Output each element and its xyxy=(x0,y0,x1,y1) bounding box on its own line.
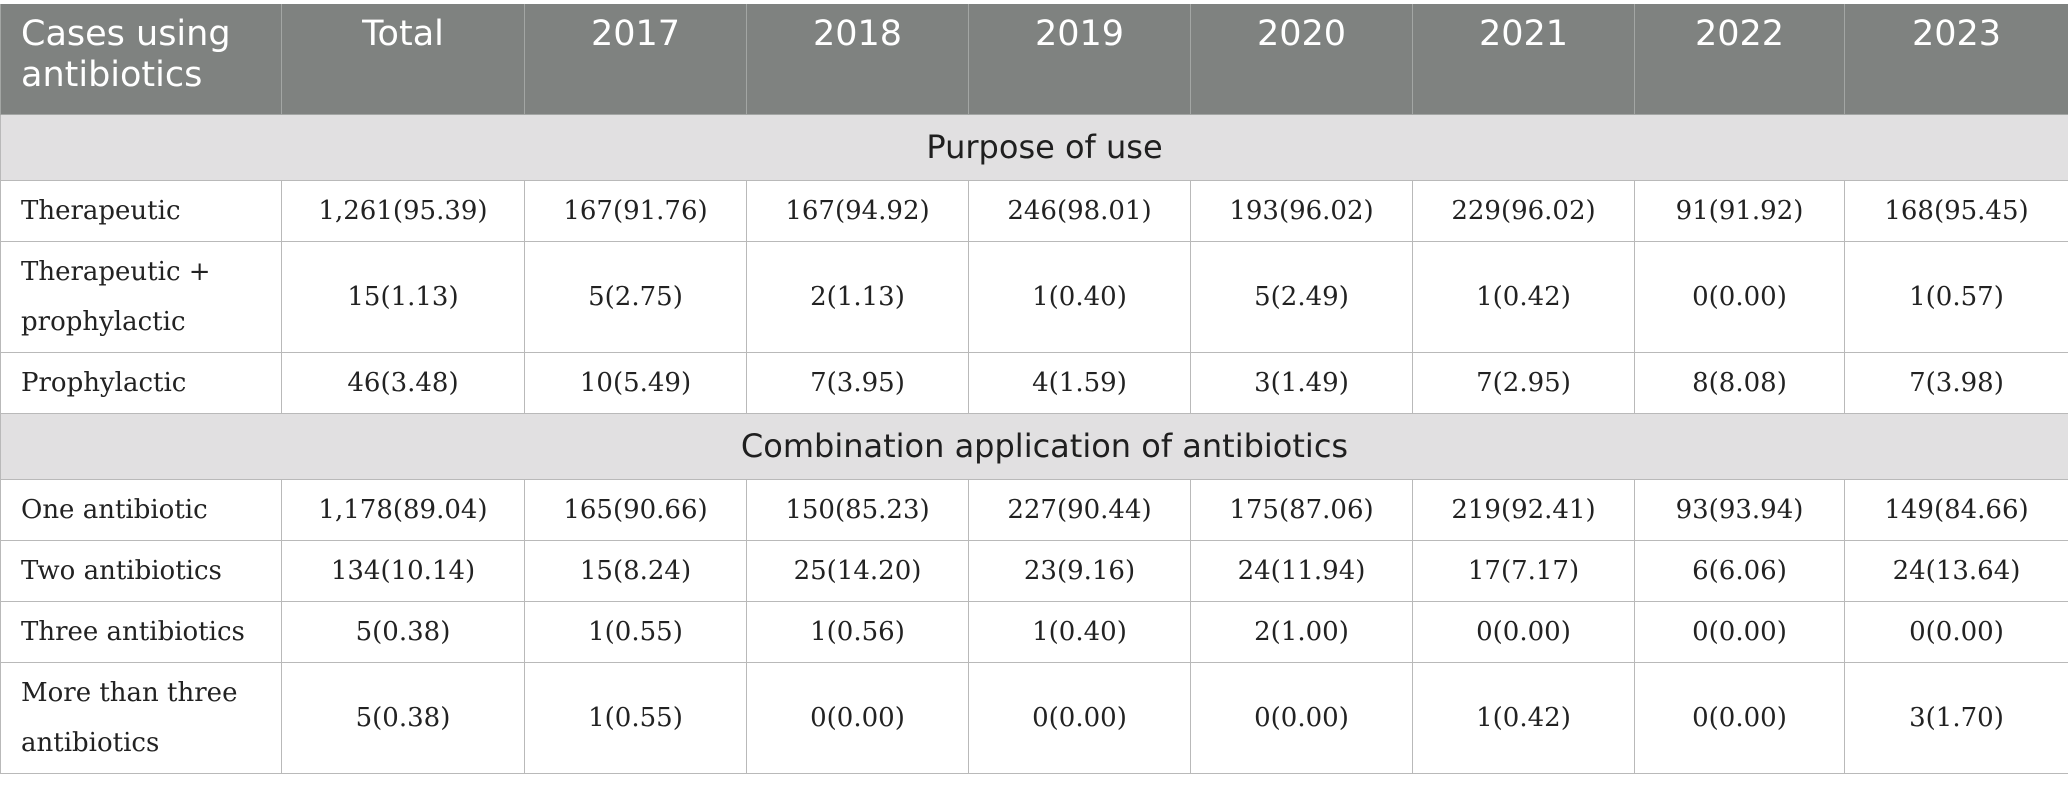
table-cell: 227(90.44) xyxy=(968,478,1191,541)
table-cell: 4(1.59) xyxy=(968,351,1191,414)
row-label: Therapeutic + prophylactic xyxy=(0,240,282,353)
table-cell: 219(92.41) xyxy=(1412,478,1635,541)
section-row: Purpose of use xyxy=(0,113,2068,181)
header-row: Cases using antibiotics Total 2017 2018 … xyxy=(0,4,2068,115)
table-cell: 1(0.42) xyxy=(1412,240,1635,353)
table-cell: 3(1.49) xyxy=(1190,351,1413,414)
table-cell: 46(3.48) xyxy=(281,351,525,414)
table-cell: 167(91.76) xyxy=(524,179,747,242)
antibiotic-usage-table: Cases using antibiotics Total 2017 2018 … xyxy=(0,4,2068,774)
table-cell: 0(0.00) xyxy=(746,661,969,774)
table-cell: 1(0.55) xyxy=(524,600,747,663)
column-header: 2017 xyxy=(524,4,747,115)
table-row: Three antibiotics 5(0.38) 1(0.55) 1(0.56… xyxy=(0,600,2068,663)
row-label: One antibiotic xyxy=(0,478,282,541)
column-header: Total xyxy=(281,4,525,115)
table-cell: 1(0.40) xyxy=(968,600,1191,663)
row-label: Therapeutic xyxy=(0,179,282,242)
table-cell: 7(3.98) xyxy=(1844,351,2068,414)
table-cell: 2(1.00) xyxy=(1190,600,1413,663)
column-header: Cases using antibiotics xyxy=(0,4,282,115)
table-cell: 1(0.55) xyxy=(524,661,747,774)
table-cell: 5(2.49) xyxy=(1190,240,1413,353)
table-row: Therapeutic 1,261(95.39) 167(91.76) 167(… xyxy=(0,179,2068,242)
table-row: Therapeutic + prophylactic 15(1.13) 5(2.… xyxy=(0,240,2068,353)
table-cell: 5(0.38) xyxy=(281,600,525,663)
column-header: 2019 xyxy=(968,4,1191,115)
table-cell: 24(11.94) xyxy=(1190,539,1413,602)
section-title: Combination application of antibiotics xyxy=(0,412,2068,480)
table-cell: 25(14.20) xyxy=(746,539,969,602)
table-cell: 6(6.06) xyxy=(1634,539,1845,602)
table-cell: 175(87.06) xyxy=(1190,478,1413,541)
table-cell: 2(1.13) xyxy=(746,240,969,353)
table-cell: 134(10.14) xyxy=(281,539,525,602)
row-label: Prophylactic xyxy=(0,351,282,414)
table-cell: 7(2.95) xyxy=(1412,351,1635,414)
table-row: One antibiotic 1,178(89.04) 165(90.66) 1… xyxy=(0,478,2068,541)
column-header: 2023 xyxy=(1844,4,2068,115)
table-cell: 7(3.95) xyxy=(746,351,969,414)
table-cell: 1(0.42) xyxy=(1412,661,1635,774)
column-header: 2018 xyxy=(746,4,969,115)
row-label: Three antibiotics xyxy=(0,600,282,663)
table-cell: 24(13.64) xyxy=(1844,539,2068,602)
table-cell: 150(85.23) xyxy=(746,478,969,541)
table-cell: 15(8.24) xyxy=(524,539,747,602)
table-cell: 168(95.45) xyxy=(1844,179,2068,242)
table-cell: 10(5.49) xyxy=(524,351,747,414)
table-cell: 246(98.01) xyxy=(968,179,1191,242)
column-header: 2021 xyxy=(1412,4,1635,115)
table-cell: 229(96.02) xyxy=(1412,179,1635,242)
table-cell: 23(9.16) xyxy=(968,539,1191,602)
table-cell: 17(7.17) xyxy=(1412,539,1635,602)
table-cell: 0(0.00) xyxy=(1190,661,1413,774)
table-cell: 1,261(95.39) xyxy=(281,179,525,242)
table-cell: 0(0.00) xyxy=(1634,600,1845,663)
table-cell: 1,178(89.04) xyxy=(281,478,525,541)
table-cell: 1(0.57) xyxy=(1844,240,2068,353)
table-cell: 3(1.70) xyxy=(1844,661,2068,774)
table-cell: 5(0.38) xyxy=(281,661,525,774)
table-cell: 5(2.75) xyxy=(524,240,747,353)
section-title: Purpose of use xyxy=(0,113,2068,181)
table-cell: 1(0.56) xyxy=(746,600,969,663)
column-header: 2022 xyxy=(1634,4,1845,115)
table-cell: 0(0.00) xyxy=(1844,600,2068,663)
column-header: 2020 xyxy=(1190,4,1413,115)
table-cell: 1(0.40) xyxy=(968,240,1191,353)
section-row: Combination application of antibiotics xyxy=(0,412,2068,480)
table-cell: 93(93.94) xyxy=(1634,478,1845,541)
table-cell: 0(0.00) xyxy=(1634,661,1845,774)
table-row: Prophylactic 46(3.48) 10(5.49) 7(3.95) 4… xyxy=(0,351,2068,414)
table-cell: 0(0.00) xyxy=(968,661,1191,774)
table-cell: 91(91.92) xyxy=(1634,179,1845,242)
row-label: More than three antibiotics xyxy=(0,661,282,774)
table-cell: 8(8.08) xyxy=(1634,351,1845,414)
row-label: Two antibiotics xyxy=(0,539,282,602)
table-row: Two antibiotics 134(10.14) 15(8.24) 25(1… xyxy=(0,539,2068,602)
table-cell: 0(0.00) xyxy=(1634,240,1845,353)
table-cell: 167(94.92) xyxy=(746,179,969,242)
table-cell: 15(1.13) xyxy=(281,240,525,353)
table-cell: 165(90.66) xyxy=(524,478,747,541)
table-cell: 0(0.00) xyxy=(1412,600,1635,663)
table-row: More than three antibiotics 5(0.38) 1(0.… xyxy=(0,661,2068,774)
table-cell: 149(84.66) xyxy=(1844,478,2068,541)
table-cell: 193(96.02) xyxy=(1190,179,1413,242)
